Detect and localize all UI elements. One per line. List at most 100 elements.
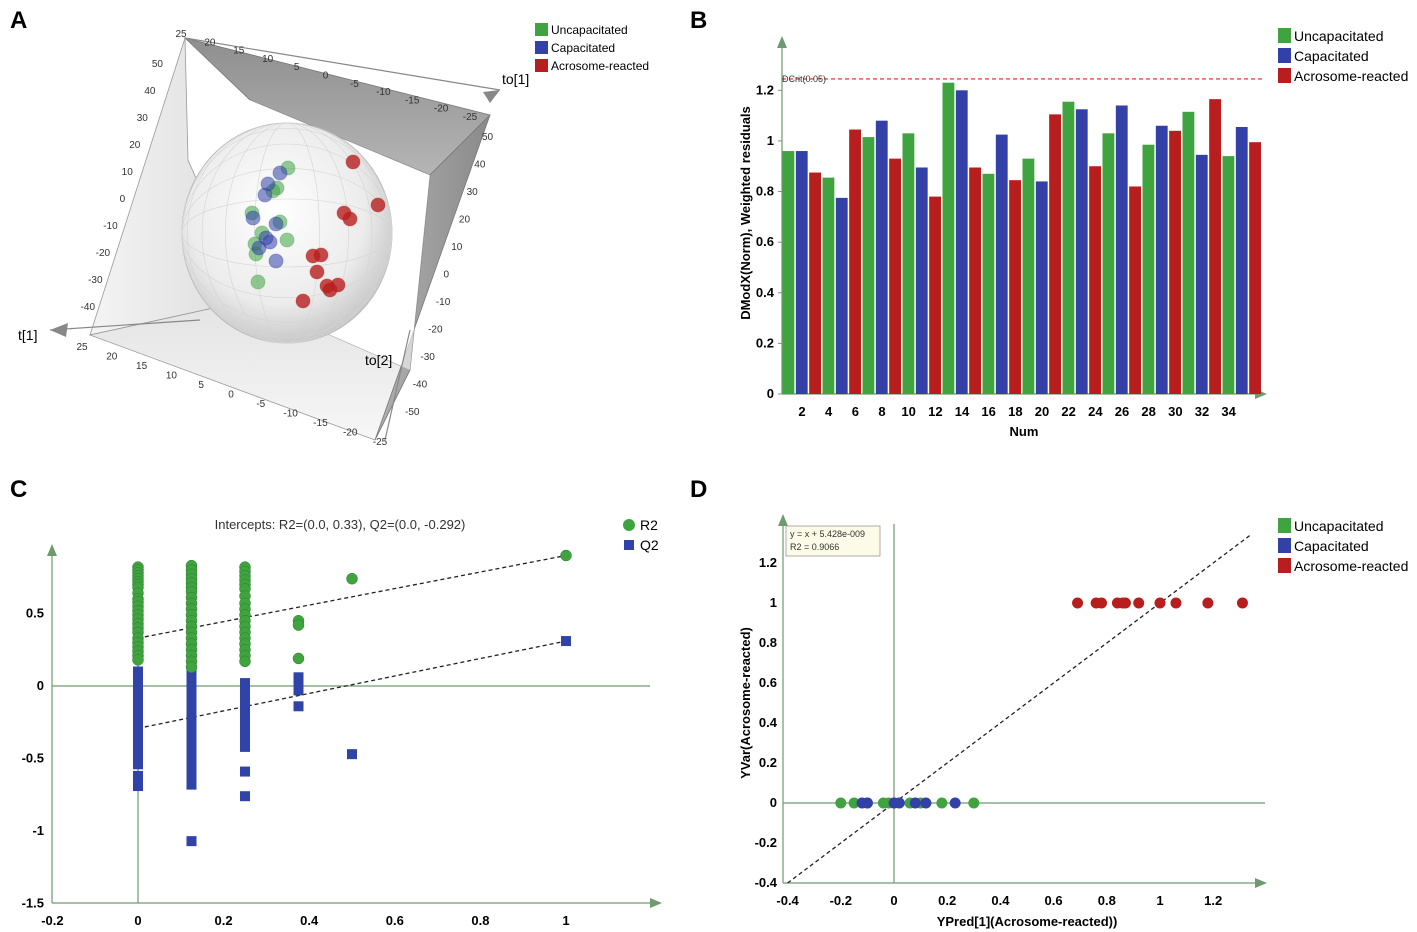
panel-b-bar — [929, 196, 941, 394]
panel-c-point-q2 — [133, 753, 143, 764]
panel-b-bar — [1155, 125, 1168, 394]
panel-b-xtick-label: 22 — [1061, 404, 1075, 419]
panel-c-legend: R2 Q2 — [623, 517, 659, 553]
panel-b-xtick-label: 10 — [901, 404, 915, 419]
panel-b-bar — [1235, 127, 1248, 394]
panel-a-tick-bottom: 10 — [166, 371, 178, 382]
panel-a-tick-top: 5 — [294, 62, 300, 73]
panel-c-chart: -0.2 0 0.2 0.4 0.6 0.8 1 -1.5 -1 -0.5 0 0.5 — [22, 544, 662, 928]
panel-d-fit-line — [787, 534, 1251, 884]
panel-d-xtick-label: 0.2 — [938, 893, 956, 908]
panel-b-xtick-label: 2 — [798, 404, 805, 419]
panel-d-ytick-label: 0.8 — [759, 635, 777, 650]
panel-d-point-uncapacitated — [835, 797, 847, 809]
panel-a-tick-right: -30 — [420, 352, 435, 363]
panel-d-point-uncapacitated — [968, 797, 980, 809]
panel-a-tick-bottom: 5 — [198, 380, 204, 391]
panel-b-bar — [875, 120, 888, 394]
panel-b-xtick-label: 32 — [1195, 404, 1209, 419]
panel-c-legend-marker-r2 — [623, 519, 635, 531]
panel-b-bar — [1195, 154, 1208, 394]
panel-b-ytick-label: 0.4 — [756, 285, 775, 300]
panel-c-point-q2 — [186, 773, 197, 784]
panel-b-xtick-label: 24 — [1088, 404, 1103, 419]
panel-b-dcrit-label: DCrit(0.05) — [782, 74, 826, 84]
panel-a-point-acrosome-reacted — [313, 247, 329, 263]
panel-b-xtick-label: 18 — [1008, 404, 1022, 419]
panel-a-point-capacitated — [258, 230, 274, 246]
panel-c-point-r2 — [132, 654, 144, 666]
panel-a-legend-acrosome: Acrosome-reacted — [551, 59, 649, 73]
panel-a-tick-right: -20 — [428, 325, 443, 336]
panel-a: A to[1] t[1] to[2] 50403020100-10-20-30-… — [10, 7, 649, 448]
panel-a-tick-left: 10 — [122, 167, 134, 178]
panel-b-xlabel: Num — [1010, 424, 1039, 439]
panel-a-point-acrosome-reacted — [309, 264, 325, 280]
panel-c-xtick-label: 0.8 — [471, 913, 489, 928]
panel-c-point-q2 — [133, 678, 143, 689]
panel-d-point-uncapacitated — [936, 797, 948, 809]
panel-c-ytick-label: -1 — [32, 823, 44, 838]
panel-d-xlabel: YPred[1](Acrosome-reacted)) — [937, 914, 1118, 929]
panel-a-tick-top: 25 — [175, 29, 187, 40]
panel-c-xtick-label: 0.6 — [386, 913, 404, 928]
panel-b-legend: Uncapacitated Capacitated Acrosome-react… — [1278, 28, 1408, 84]
panel-a-sphere-grid — [181, 122, 393, 344]
panel-c-point-q2 — [133, 747, 143, 758]
panel-d-xtick-label: 0.8 — [1098, 893, 1116, 908]
panel-a-tick-bottom: -25 — [373, 437, 388, 448]
panel-b-bar — [902, 133, 915, 395]
panel-b-bar — [1129, 186, 1141, 394]
panel-d-point-capacitated — [861, 797, 873, 809]
panel-c-point-q2 — [186, 681, 197, 691]
panel-a-point-acrosome-reacted — [370, 197, 386, 213]
panel-c-point-q2 — [133, 759, 143, 770]
panel-c-title: Intercepts: R2=(0.0, 0.33), Q2=(0.0, -0.… — [215, 517, 466, 532]
panel-c-point-q2 — [186, 750, 197, 761]
panel-a-tick-bottom: 15 — [136, 361, 148, 372]
panel-b-xtick-label: 34 — [1221, 404, 1236, 419]
panel-a-tick-bottom: 25 — [76, 342, 88, 353]
panel-a-axis-bottom — [384, 329, 411, 441]
panel-b-ytick-label: 0.2 — [756, 335, 774, 350]
panel-a-axis-top-arrow — [483, 90, 500, 103]
panel-c-point-q2 — [186, 715, 197, 726]
panel-c-xtick-label: 0 — [134, 913, 141, 928]
panel-c-point-q2 — [186, 762, 197, 773]
panel-c-point-q2 — [133, 724, 143, 735]
panel-a-tick-top: -5 — [350, 79, 359, 90]
panel-c-xtick-label: 0.4 — [300, 913, 319, 928]
panel-b-xtick-label: 28 — [1141, 404, 1155, 419]
panel-d-point-capacitated — [909, 797, 921, 809]
panel-c-point-q2 — [240, 707, 250, 718]
panel-c-point-q2 — [240, 701, 250, 712]
panel-c-point-q2 — [240, 791, 250, 802]
panel-c-point-q2 — [186, 692, 197, 703]
panel-d-point-acrosome-reacted — [1154, 597, 1166, 609]
panel-b-bar — [915, 167, 928, 394]
panel-a-tick-left: 20 — [129, 140, 141, 151]
panel-b-legend-swatch-uncapacitated — [1278, 28, 1291, 43]
panel-d-ytick-label: -0.4 — [755, 875, 778, 890]
panel-b-bar — [1142, 144, 1155, 394]
panel-a-tick-bottom: -20 — [343, 428, 358, 439]
panel-b-bar — [1102, 133, 1115, 395]
panel-b-bar — [1209, 99, 1221, 395]
panel-a-tick-top: 20 — [204, 37, 216, 48]
panel-d-xtick-label: -0.2 — [830, 893, 852, 908]
sphere-meridian — [254, 122, 320, 344]
panel-a-axis-top — [184, 37, 501, 91]
panel-a-legend-swatch-acrosome — [535, 59, 548, 72]
panel-c-point-q2 — [240, 766, 250, 777]
panel-b-bar — [982, 173, 995, 394]
panel-a-tick-bottom: -10 — [283, 409, 298, 420]
panel-d-point-acrosome-reacted — [1202, 597, 1214, 609]
panel-c-xtick-label: 1 — [562, 913, 569, 928]
panel-d-ytick-label: 1.2 — [759, 555, 777, 570]
panel-d-xtick-label: 0.4 — [991, 893, 1010, 908]
panel-d-point-uncapacitated — [848, 797, 860, 809]
panel-d-legend-swatch-capacitated — [1278, 538, 1291, 553]
panel-a-tick-left: 50 — [152, 59, 164, 70]
panel-a-tick-left: 40 — [144, 86, 156, 97]
panel-a-point-capacitated — [268, 216, 284, 232]
